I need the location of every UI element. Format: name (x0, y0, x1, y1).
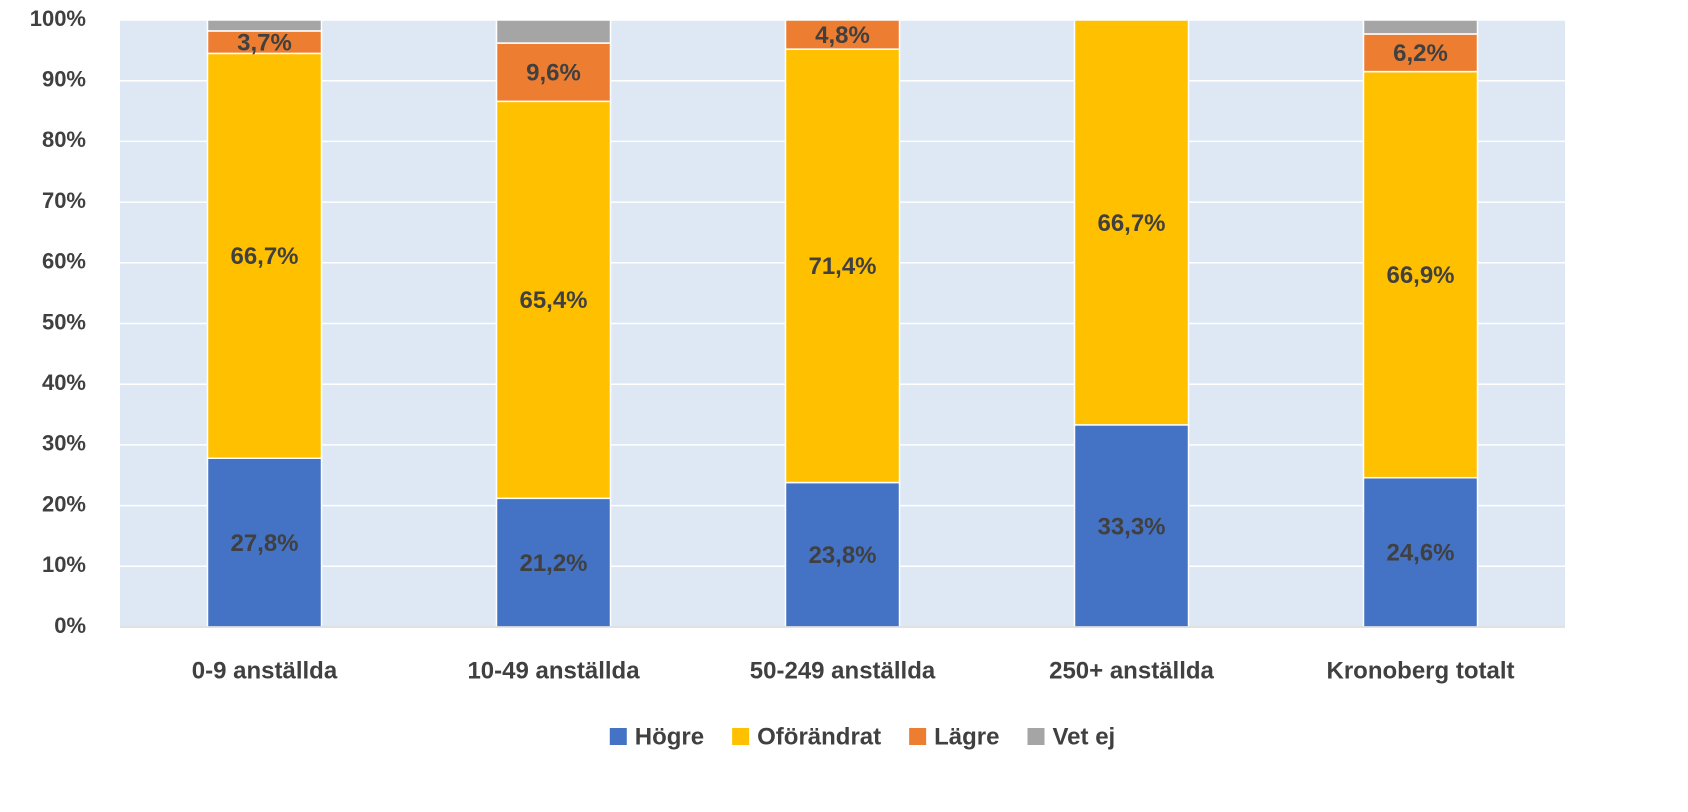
legend-label: Oförändrat (757, 723, 881, 750)
bar-segment (784, 19, 901, 50)
legend-label: Högre (635, 723, 704, 750)
data-label: 27,8% (230, 530, 298, 557)
data-label: 4,8% (815, 22, 870, 49)
bar-segment (1073, 19, 1190, 426)
bar-segment (495, 19, 612, 44)
y-tick-label: 40% (42, 370, 86, 395)
bar-segment (206, 19, 323, 32)
bar-segment (1362, 476, 1479, 628)
bar-segment (495, 100, 612, 500)
y-tick-label: 30% (42, 431, 86, 456)
data-label: 71,4% (808, 253, 876, 280)
y-tick-label: 60% (42, 249, 86, 274)
bar-segment (1362, 70, 1479, 479)
legend-marker (1027, 728, 1045, 745)
y-tick-label: 80% (42, 127, 86, 152)
data-label: 23,8% (808, 542, 876, 569)
legend-marker (909, 728, 927, 745)
x-tick-label: 50-249 anställda (750, 657, 936, 684)
bar-segment (206, 457, 323, 628)
y-tick-label: 100% (30, 6, 86, 31)
y-tick-label: 90% (42, 67, 86, 92)
y-tick-label: 20% (42, 491, 86, 516)
bar-segment (1362, 19, 1479, 35)
legend-marker (609, 728, 627, 745)
bar-segment (1362, 33, 1479, 73)
bar-segment (784, 481, 901, 628)
bar-segment (206, 52, 323, 460)
data-label: 3,7% (237, 29, 292, 56)
legend-label: Vet ej (1053, 723, 1116, 750)
data-label: 9,6% (526, 60, 581, 87)
bar-segment (495, 42, 612, 103)
x-tick-label: 0-9 anställda (192, 657, 338, 684)
data-label: 66,7% (1097, 210, 1165, 237)
x-tick-label: Kronoberg totalt (1327, 657, 1515, 684)
data-label: 33,3% (1097, 513, 1165, 540)
legend-marker (732, 728, 750, 745)
data-label: 66,7% (230, 243, 298, 270)
x-tick-label: 10-49 anställda (467, 657, 640, 684)
data-label: 6,2% (1393, 40, 1448, 67)
legend-label: Lägre (934, 723, 999, 750)
y-tick-label: 0% (54, 613, 86, 638)
bar-segment (495, 497, 612, 628)
data-label: 21,2% (519, 550, 587, 577)
data-label: 66,9% (1386, 262, 1454, 289)
y-tick-label: 70% (42, 188, 86, 213)
data-label: 24,6% (1386, 540, 1454, 567)
y-tick-label: 50% (42, 309, 86, 334)
x-tick-label: 250+ anställda (1049, 657, 1214, 684)
bar-segment (1073, 424, 1190, 628)
data-label: 65,4% (519, 287, 587, 314)
y-tick-label: 10% (42, 552, 86, 577)
